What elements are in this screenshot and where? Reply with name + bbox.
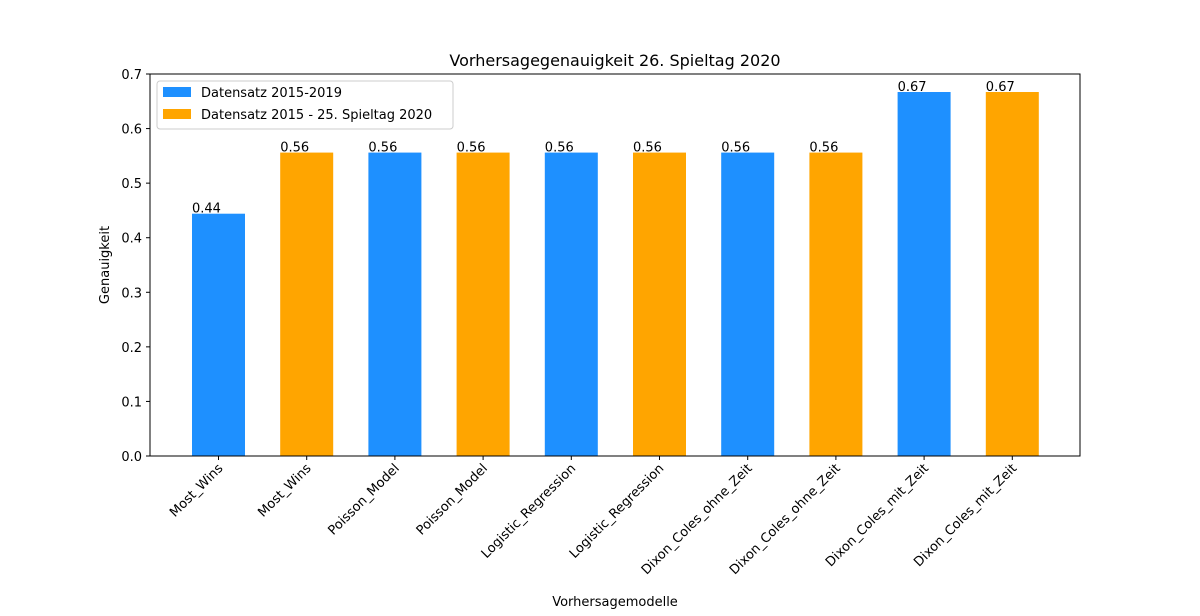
legend: Datensatz 2015-2019 Datensatz 2015 - 25.… xyxy=(156,80,454,130)
y-tick-label-4: 0.3 xyxy=(121,286,142,301)
bar-value-label-6: 0.56 xyxy=(633,141,662,156)
y-tick-label-5: 0.4 xyxy=(121,232,142,247)
legend-box xyxy=(156,80,454,130)
y-tick-label-1: 0.0 xyxy=(121,450,142,465)
bar-value-label-9: 0.67 xyxy=(898,80,927,95)
bar-3 xyxy=(368,152,422,456)
x-axis-label: Vorhersagemodelle xyxy=(552,595,678,610)
legend-label-series-1: Datensatz 2015-2019 xyxy=(201,86,342,101)
x-tick-label-4: Poisson_Model xyxy=(414,461,491,538)
bar-9 xyxy=(897,92,951,456)
y-tick-label-2: 0.1 xyxy=(121,395,142,410)
bar-value-label-5: 0.56 xyxy=(545,141,574,156)
y-tick-label-6: 0.5 xyxy=(121,177,142,192)
bar-value-label-3: 0.56 xyxy=(368,141,397,156)
x-tick-label-6: Logistic_Regression xyxy=(567,461,667,561)
y-tick-label-7: 0.6 xyxy=(121,123,142,138)
bar-10 xyxy=(985,92,1039,456)
bar-labels-group: 0.44 0.56 0.56 0.56 0.56 0.56 0.56 0.56 0.67 0.67 xyxy=(192,80,1015,217)
y-tick-label-8: 0.7 xyxy=(121,68,142,83)
y-axis-label: Genauigkeit xyxy=(98,226,113,304)
bar-8 xyxy=(809,152,863,456)
bar-value-label-2: 0.56 xyxy=(280,141,309,156)
legend-swatch-series-1 xyxy=(163,87,191,97)
bar-value-label-1: 0.44 xyxy=(192,202,221,217)
bar-6 xyxy=(633,152,686,456)
x-tick-label-1: Most_Wins xyxy=(167,461,226,520)
legend-label-series-2: Datensatz 2015 - 25. Spieltag 2020 xyxy=(201,108,432,123)
bar-value-label-10: 0.67 xyxy=(986,80,1015,95)
bar-value-label-7: 0.56 xyxy=(721,141,750,156)
x-tick-label-10: Dixon_Coles_mit_Zeit xyxy=(911,461,1020,570)
y-axis: 0.0 0.1 0.2 0.3 0.4 0.5 0.6 0.7 xyxy=(121,68,150,465)
bar-5 xyxy=(544,152,598,456)
x-tick-label-3: Poisson_Model xyxy=(325,461,402,538)
x-tick-label-2: Most_Wins xyxy=(255,461,314,520)
legend-swatch-series-2 xyxy=(163,109,191,119)
bar-2 xyxy=(280,152,334,456)
bars-group xyxy=(192,92,1039,456)
bar-value-label-4: 0.56 xyxy=(457,141,486,156)
plot-frame xyxy=(149,73,1081,457)
x-tick-label-5: Logistic_Regression xyxy=(479,461,579,561)
chart-title: Vorhersagegenauigkeit 26. Spieltag 2020 xyxy=(449,51,780,70)
bar-1 xyxy=(192,213,245,456)
bar-value-label-8: 0.56 xyxy=(809,141,838,156)
y-tick-label-3: 0.2 xyxy=(121,341,142,356)
bar-4 xyxy=(456,152,510,456)
bar-7 xyxy=(721,152,775,456)
x-axis: Most_Wins Most_Wins Poisson_Model Poisson_M… xyxy=(167,456,1020,578)
